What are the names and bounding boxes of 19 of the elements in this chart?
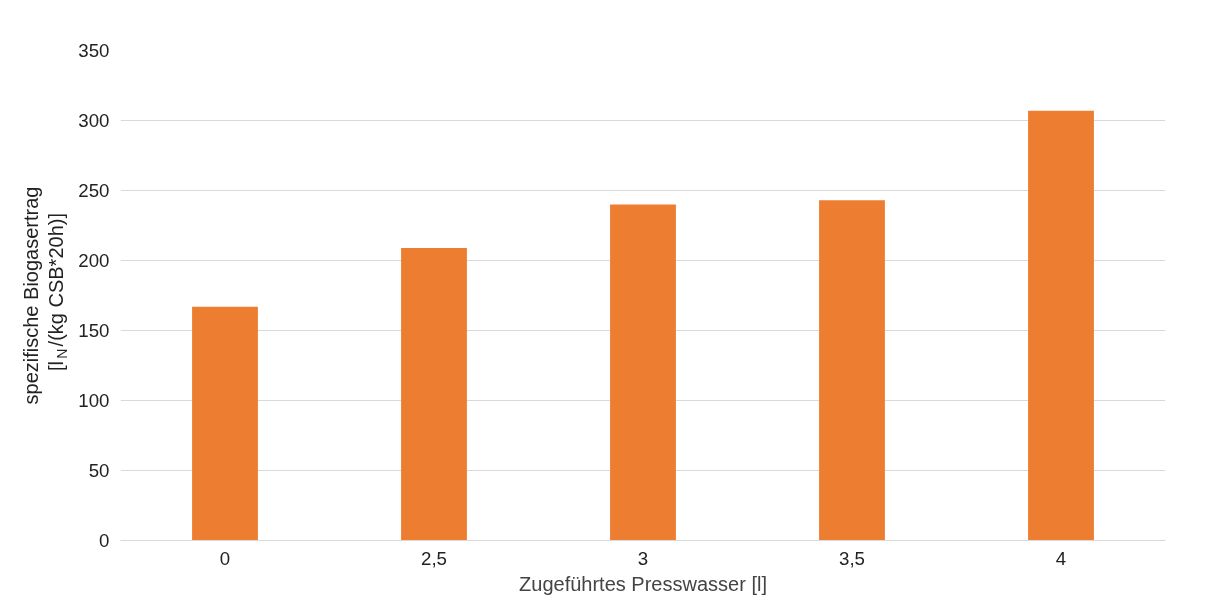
y-tick-label: 150 — [78, 320, 110, 341]
y-tick-label: 200 — [78, 250, 110, 271]
y-tick-label: 350 — [78, 40, 110, 61]
bar — [819, 200, 885, 541]
y-tick-label: 250 — [78, 180, 110, 201]
y-tick-label: 300 — [78, 110, 110, 131]
x-axis-title: Zugeführtes Presswasser [l] — [519, 572, 767, 595]
x-tick-label: 3,5 — [839, 547, 865, 569]
bar — [1028, 110, 1094, 541]
y-tick-label: 50 — [88, 460, 110, 481]
bar — [401, 247, 467, 541]
x-tick-label: 3 — [637, 547, 649, 569]
x-tick-label: 4 — [1055, 547, 1067, 569]
y-tick-label: 0 — [99, 530, 110, 551]
x-tick-label: 0 — [219, 547, 231, 569]
y-tick-label: 100 — [78, 390, 110, 411]
bar — [610, 204, 676, 541]
x-tick-label: 2,5 — [421, 547, 447, 569]
bar — [192, 306, 258, 541]
